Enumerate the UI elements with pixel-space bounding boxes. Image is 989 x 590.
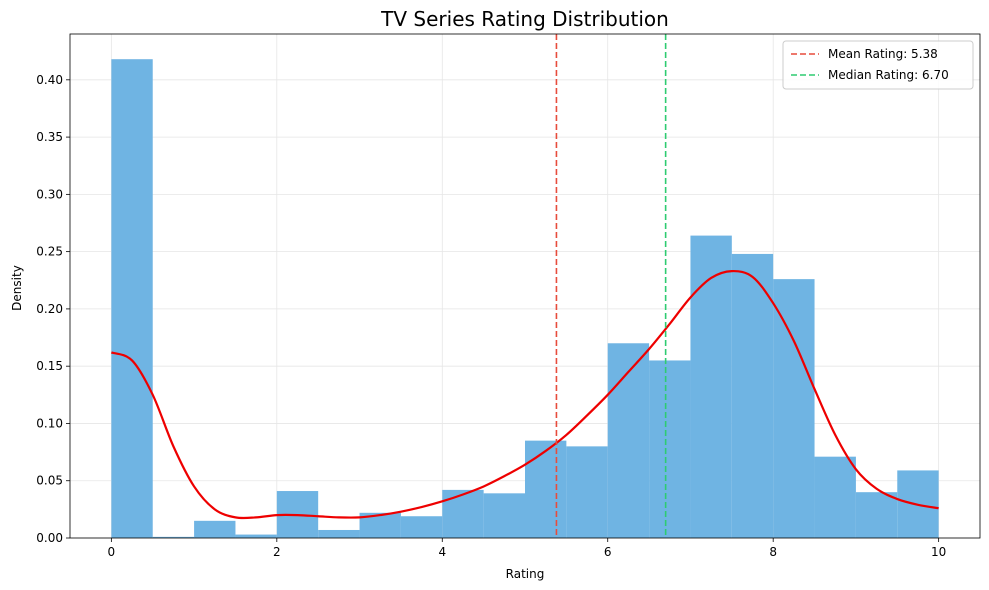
reference-lines xyxy=(555,34,667,538)
legend: Mean Rating: 5.38 Median Rating: 6.70 xyxy=(782,40,974,90)
histogram-bar xyxy=(525,440,567,538)
grid-lines xyxy=(70,34,980,539)
legend-box xyxy=(782,40,974,90)
histogram-bars xyxy=(111,59,939,538)
y-axis-ticks: 0.00 0.05 0.10 0.15 0.20 0.25 0.30 0.35 0.40 xyxy=(36,73,70,545)
x-tick-label: 6 xyxy=(604,545,612,559)
x-tick-label: 2 xyxy=(273,545,281,559)
x-axis-label: Rating xyxy=(506,567,545,581)
histogram-bar xyxy=(649,360,691,538)
y-tick-label: 0.25 xyxy=(36,245,63,259)
histogram-bar xyxy=(814,456,856,538)
y-tick-label: 0.00 xyxy=(36,531,63,545)
histogram-bar xyxy=(607,343,650,538)
x-tick-label: 10 xyxy=(931,545,946,559)
x-axis-ticks: 0 2 4 6 8 10 xyxy=(108,538,946,559)
y-axis-label: Density xyxy=(10,265,24,311)
plot-frame xyxy=(69,33,981,539)
kde-curve-group xyxy=(110,269,939,520)
y-tick-label: 0.05 xyxy=(36,474,63,488)
y-tick-label: 0.30 xyxy=(36,187,63,201)
kde-curve xyxy=(110,269,939,520)
histogram-bar xyxy=(194,520,236,538)
histogram-bar xyxy=(235,534,277,538)
y-tick-label: 0.20 xyxy=(36,302,63,316)
histogram-bar xyxy=(318,529,360,538)
histogram-bar xyxy=(483,493,525,538)
x-tick-label: 8 xyxy=(769,545,777,559)
histogram-bar xyxy=(442,489,484,538)
histogram-bar xyxy=(690,235,732,538)
y-tick-label: 0.35 xyxy=(36,130,63,144)
chart-title: TV Series Rating Distribution xyxy=(380,7,669,31)
legend-label: Median Rating: 6.70 xyxy=(828,68,949,82)
y-tick-label: 0.40 xyxy=(36,73,63,87)
y-tick-label: 0.15 xyxy=(36,359,63,373)
histogram-bar xyxy=(152,536,195,538)
histogram-bar xyxy=(773,279,815,538)
histogram-bar xyxy=(400,516,443,538)
histogram-bar xyxy=(855,492,898,538)
histogram-bar xyxy=(111,59,153,538)
x-tick-label: 4 xyxy=(438,545,446,559)
histogram-bar xyxy=(731,253,774,538)
y-tick-label: 0.10 xyxy=(36,416,63,430)
histogram-bar xyxy=(566,446,608,538)
legend-label: Mean Rating: 5.38 xyxy=(828,47,938,61)
x-tick-label: 0 xyxy=(108,545,116,559)
